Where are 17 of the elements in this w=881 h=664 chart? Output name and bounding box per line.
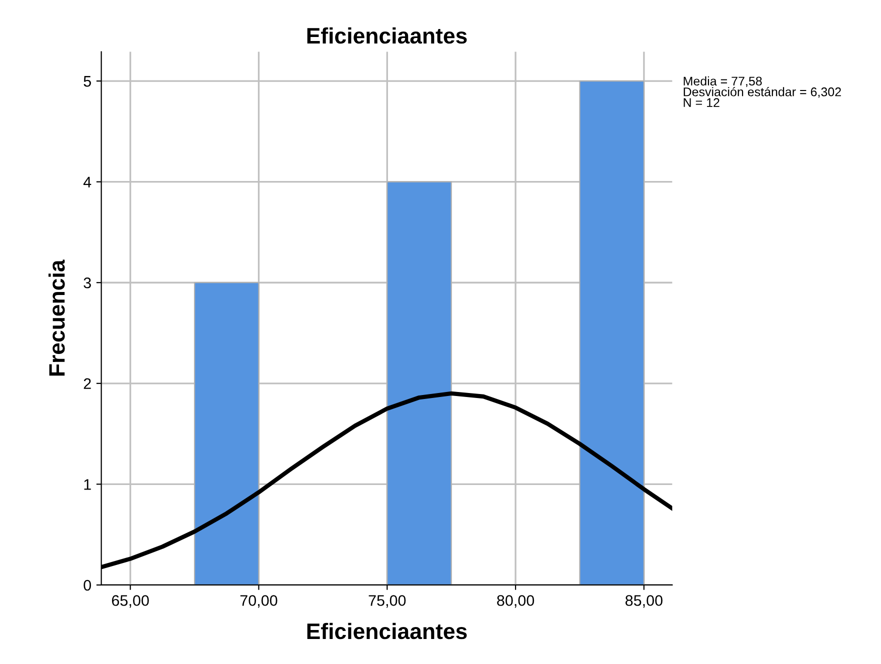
x-tick-label: 80,00 [497, 595, 534, 608]
y-axis-title: Frecuencia [48, 260, 65, 376]
y-tick-label: 0 [84, 580, 91, 591]
chart-title: Eficienciaantes [307, 27, 467, 44]
y-tick-label: 1 [84, 479, 91, 490]
y-tick-label: 4 [83, 176, 92, 188]
x-tick-label: 75,00 [368, 595, 406, 608]
y-tick-label: 2 [84, 378, 91, 389]
text: N = 12 [684, 98, 720, 107]
text: Media = 77,58 [684, 76, 762, 88]
x-tick-label: 70,00 [240, 595, 278, 608]
x-axis-title: Eficienciaantes [307, 622, 467, 640]
y-tick-label: 3 [84, 277, 91, 288]
y-tick-label: 5 [84, 76, 91, 87]
x-tick-label: 85,00 [626, 595, 662, 608]
x-tick-label: 65,00 [112, 595, 149, 608]
text: Desviación estándar = 6,302 [684, 86, 841, 98]
